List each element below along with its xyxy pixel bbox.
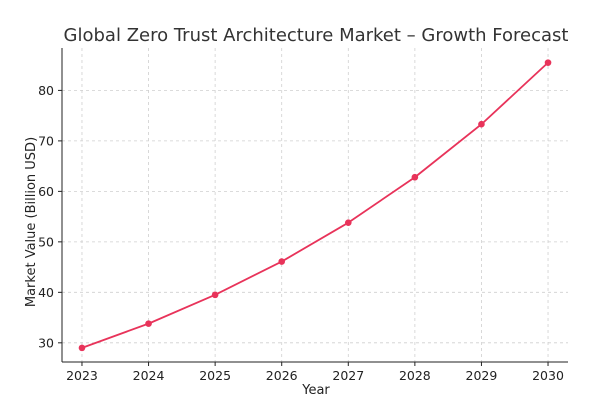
series-layer: [78, 59, 552, 352]
data-point: [411, 173, 419, 181]
x-tick-label: 2025: [199, 368, 231, 383]
x-tick-label: 2028: [399, 368, 431, 383]
grid: [62, 48, 568, 362]
data-point: [78, 344, 86, 352]
x-tick-label: 2027: [332, 368, 364, 383]
x-tick-label: 2023: [66, 368, 98, 383]
y-tick-label: 30: [38, 335, 54, 350]
data-point: [211, 291, 219, 299]
series-line: [81, 61, 549, 349]
data-point: [544, 59, 552, 66]
x-tick-label: 2029: [466, 368, 498, 383]
y-tick-label: 60: [38, 184, 54, 199]
chart-title: Global Zero Trust Architecture Market – …: [64, 25, 569, 46]
data-point: [278, 258, 286, 265]
data-point: [145, 320, 152, 327]
y-tick-label: 40: [38, 285, 54, 300]
x-tick-label: 2024: [133, 368, 165, 383]
axes: [61, 48, 568, 363]
ticks: 2023 2024 2025 2026 2027 2028 2029 2030 30 40 50 60…: [38, 83, 564, 383]
x-axis-label: Year: [301, 383, 330, 398]
y-tick-label: 70: [38, 133, 54, 148]
y-tick-label: 50: [38, 234, 54, 249]
x-tick-label: 2026: [266, 368, 298, 383]
x-tick-label: 2030: [532, 368, 564, 383]
y-axis-label: Market Value (Billion USD): [24, 137, 39, 307]
data-point: [344, 219, 352, 226]
y-tick-label: 80: [38, 83, 54, 98]
data-point: [478, 120, 485, 128]
